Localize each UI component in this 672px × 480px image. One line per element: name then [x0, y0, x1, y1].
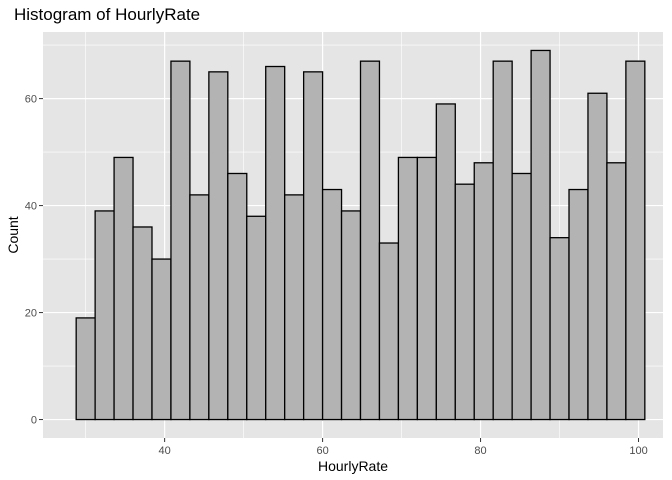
histogram-bar [75, 317, 96, 421]
chart-title: Histogram of HourlyRate [14, 5, 200, 24]
histogram-bar [397, 156, 419, 421]
histogram-bar [359, 60, 381, 421]
histogram-bar [530, 49, 551, 421]
histogram-bar [227, 172, 248, 421]
histogram-bar [435, 103, 456, 421]
histogram-bar [549, 237, 570, 421]
histogram-bar [132, 226, 153, 421]
y-tick-label: 40 [25, 201, 37, 213]
histogram-bar [625, 60, 646, 421]
histogram-bar [378, 242, 400, 421]
histogram-bars [75, 49, 646, 421]
x-tick-label: 80 [474, 445, 486, 457]
histogram-bar [454, 183, 475, 421]
x-axis: 40 60 80 100 [159, 438, 648, 457]
x-tick-label: 100 [629, 445, 647, 457]
histogram-bar [511, 172, 532, 421]
y-axis-title: Count [5, 216, 21, 253]
histogram-bar [568, 188, 589, 421]
histogram-bar [284, 194, 305, 421]
histogram-bar [170, 60, 191, 421]
histogram-bar [492, 60, 513, 421]
y-axis: 0 20 40 60 [25, 94, 43, 427]
y-tick-label: 0 [31, 415, 37, 427]
histogram-bar [151, 258, 172, 421]
histogram-bar [473, 162, 494, 421]
histogram-bar [606, 162, 627, 421]
histogram-bar [587, 92, 608, 421]
x-axis-title: HourlyRate [318, 458, 388, 474]
x-tick-label: 40 [159, 445, 171, 457]
histogram-bar [340, 210, 362, 421]
histogram-bar [321, 188, 343, 421]
histogram-bar [113, 156, 134, 421]
x-tick-label: 60 [316, 445, 328, 457]
histogram-bar [189, 194, 210, 421]
y-tick-label: 60 [25, 94, 37, 106]
histogram-bar [265, 65, 286, 421]
histogram-bar [302, 71, 324, 421]
histogram-bar [94, 210, 115, 421]
y-tick-label: 20 [25, 308, 37, 320]
histogram-bar [246, 215, 267, 421]
histogram-bar [208, 71, 229, 421]
histogram-bar [416, 156, 437, 421]
